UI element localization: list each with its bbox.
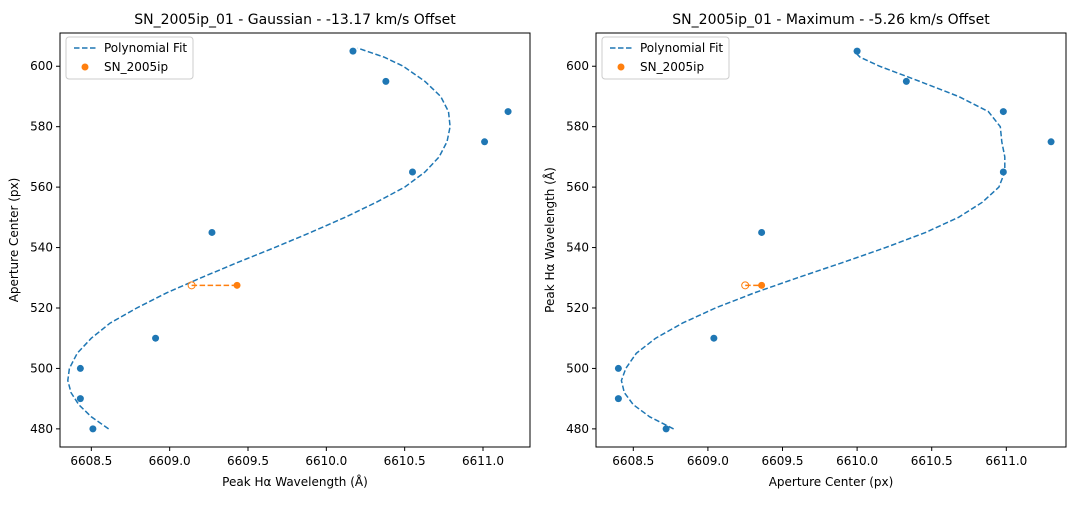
x-tick-label: 6608.5 xyxy=(612,454,654,468)
polynomial-fit-line xyxy=(620,50,1006,430)
data-point xyxy=(504,108,512,116)
chart-title: SN_2005ip_01 - Gaussian - -13.17 km/s Of… xyxy=(134,12,456,28)
y-axis-label: Aperture Center (px) xyxy=(7,178,21,303)
legend: Polynomial Fit SN_2005ip xyxy=(65,36,194,80)
data-point xyxy=(853,47,861,55)
legend-label-fit: Polynomial Fit xyxy=(640,41,723,55)
legend: Polynomial Fit SN_2005ip xyxy=(601,36,730,80)
y-axis-label: Peak Hα Wavelength (Å) xyxy=(542,167,557,313)
x-tick-label: 6610.0 xyxy=(836,454,878,468)
sn-2005ip-point xyxy=(758,281,766,289)
y-tick-label: 500 xyxy=(566,361,589,375)
y-tick-label: 540 xyxy=(566,241,589,255)
legend-sn-swatch xyxy=(617,63,625,71)
data-point xyxy=(614,364,622,372)
data-point xyxy=(208,228,216,236)
data-point xyxy=(614,395,622,403)
data-point xyxy=(349,47,357,55)
chart-title: SN_2005ip_01 - Maximum - -5.26 km/s Offs… xyxy=(672,12,990,28)
x-tick-label: 6611.0 xyxy=(985,454,1027,468)
data-point xyxy=(902,77,910,85)
x-axis-label: Peak Hα Wavelength (Å) xyxy=(222,474,368,489)
data-point xyxy=(76,395,84,403)
x-tick-label: 6610.5 xyxy=(384,454,426,468)
data-point xyxy=(152,334,160,342)
chart-panel-2: SN_2005ip_01 - Maximum - -5.26 km/s Offs… xyxy=(542,12,1067,489)
data-point xyxy=(409,168,416,176)
y-tick-label: 560 xyxy=(566,180,589,194)
legend-box xyxy=(601,36,730,80)
legend-label-fit: Polynomial Fit xyxy=(104,41,187,55)
original-position-marker xyxy=(187,281,196,290)
legend-sn-swatch xyxy=(81,63,89,71)
y-tick-label: 600 xyxy=(566,59,589,73)
axes-frame xyxy=(595,32,1067,448)
data-point xyxy=(758,228,766,236)
y-tick-label: 580 xyxy=(566,120,589,134)
data-point xyxy=(76,364,84,372)
chart-panel-1: SN_2005ip_01 - Gaussian - -13.17 km/s Of… xyxy=(7,12,531,489)
x-tick-label: 6609.0 xyxy=(149,454,191,468)
data-point xyxy=(662,425,670,433)
sn-2005ip-point xyxy=(233,281,241,289)
y-tick-label: 480 xyxy=(30,422,53,436)
data-point xyxy=(1047,138,1055,146)
y-tick-label: 520 xyxy=(566,301,589,315)
y-tick-label: 560 xyxy=(30,180,53,194)
x-tick-label: 6608.5 xyxy=(70,454,112,468)
legend-label-sn: SN_2005ip xyxy=(640,60,704,74)
legend-box xyxy=(65,36,194,80)
x-tick-label: 6609.5 xyxy=(227,454,269,468)
y-tick-label: 600 xyxy=(30,59,53,73)
polynomial-fit-line xyxy=(67,47,451,430)
data-point xyxy=(710,334,718,342)
x-axis-label: Aperture Center (px) xyxy=(769,475,894,489)
x-tick-label: 6611.0 xyxy=(462,454,504,468)
data-point xyxy=(999,168,1007,176)
y-tick-label: 580 xyxy=(30,120,53,134)
x-tick-label: 6609.0 xyxy=(687,454,729,468)
y-tick-label: 480 xyxy=(566,422,589,436)
data-point xyxy=(382,77,390,85)
y-tick-label: 500 xyxy=(30,361,53,375)
axes-frame xyxy=(59,32,531,448)
data-point xyxy=(89,425,97,433)
data-point xyxy=(999,108,1007,116)
data-point xyxy=(481,138,489,146)
x-tick-label: 6610.5 xyxy=(911,454,953,468)
x-tick-label: 6609.5 xyxy=(762,454,804,468)
legend-label-sn: SN_2005ip xyxy=(104,60,168,74)
x-tick-label: 6610.0 xyxy=(305,454,347,468)
y-tick-label: 540 xyxy=(30,241,53,255)
original-position-marker xyxy=(741,281,750,290)
y-tick-label: 520 xyxy=(30,301,53,315)
